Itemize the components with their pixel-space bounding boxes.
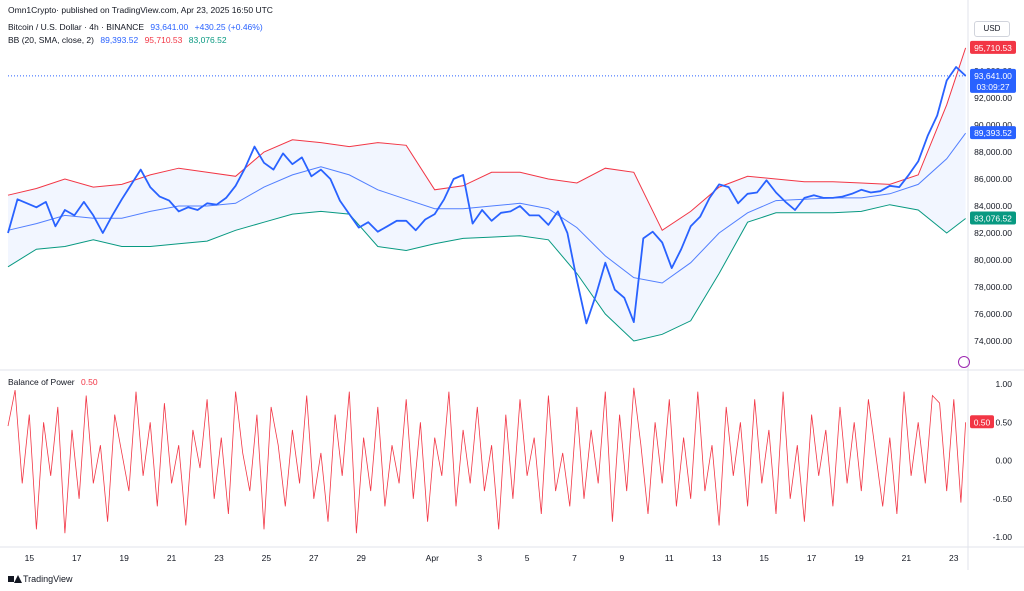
price-change: +430.25 (+0.46%) (194, 22, 263, 32)
bb-legend: BB (20, SMA, close, 2) 89,393.52 95,710.… (8, 35, 231, 45)
time-tick-label: 17 (807, 553, 817, 563)
countdown-tag: 03:09:27 (976, 82, 1009, 92)
upper-price-tag-bg (970, 40, 1016, 54)
price-tick-label: 90,000.00 (974, 120, 1012, 130)
price-tick-label: 86,000.00 (974, 174, 1012, 184)
bb-basis-value: 89,393.52 (100, 35, 139, 45)
time-tick-label: 3 (477, 553, 482, 563)
bb-lower-value: 83,076.52 (188, 35, 227, 45)
last-price-tag-bg (970, 68, 1016, 93)
time-tick-label: 7 (572, 553, 577, 563)
time-tick-label: 19 (119, 553, 129, 563)
time-tick-label: 15 (759, 553, 769, 563)
published-line: Omn1Crypto· published on TradingView.com… (8, 5, 273, 15)
upper-price-tag: 95,710.53 (974, 43, 1012, 53)
lower-price-tag-bg (970, 211, 1016, 225)
basis-price-tag-bg (970, 126, 1016, 140)
bop-tag-bg (970, 415, 994, 429)
time-tick-label: 25 (262, 553, 272, 563)
time-tick-label: 13 (712, 553, 722, 563)
bop-tick-label: -1.00 (993, 532, 1013, 542)
price-tick-label: 80,000.00 (974, 255, 1012, 265)
price-tick-label: 78,000.00 (974, 282, 1012, 292)
series-bb-upper (7, 47, 967, 232)
bb-indicator-label[interactable]: BB (20, SMA, close, 2) (8, 35, 94, 45)
series-bb-basis (7, 132, 967, 284)
time-tick-label: 15 (25, 553, 35, 563)
series-balance-of-power (7, 387, 966, 534)
lower-price-tag: 83,076.52 (974, 213, 1012, 223)
price-tick-label: 84,000.00 (974, 201, 1012, 211)
bop-tick-label: -0.50 (993, 494, 1013, 504)
time-tick-label: 17 (72, 553, 82, 563)
time-tick-label: 27 (309, 553, 319, 563)
brand-label: TradingView (23, 574, 73, 584)
series-bb-lower (7, 204, 966, 342)
time-tick-label: 23 (214, 553, 224, 563)
price-tick-label: 76,000.00 (974, 309, 1012, 319)
time-tick-label: 11 (665, 553, 674, 563)
basis-price-tag: 89,393.52 (974, 128, 1012, 138)
currency-button[interactable]: USD (974, 21, 1010, 37)
price-tick-label: 82,000.00 (974, 228, 1012, 238)
main-legend: Bitcoin / U.S. Dollar · 4h · BINANCE 93,… (8, 22, 267, 32)
bop-indicator-label[interactable]: Balance of Power (8, 377, 75, 387)
symbol-label[interactable]: Bitcoin / U.S. Dollar · 4h · BINANCE (8, 22, 145, 32)
bb-upper-value: 95,710.53 (144, 35, 183, 45)
time-tick-label: 9 (620, 553, 625, 563)
bop-tick-label: 0.50 (995, 417, 1012, 427)
bop-tick-label: 0.00 (995, 456, 1012, 466)
price-tick-label: 88,000.00 (974, 147, 1012, 157)
price-tick-label: 74,000.00 (974, 336, 1012, 346)
tradingview-logo-icon (8, 575, 22, 583)
bop-legend: Balance of Power 0.50 (8, 377, 102, 387)
time-tick-label: 19 (854, 553, 864, 563)
footer-brand: TradingView (8, 574, 73, 584)
price-tick-label: 92,000.00 (974, 93, 1012, 103)
bop-value-tag: 0.50 (974, 417, 991, 427)
crosshair-magnet-icon[interactable] (958, 356, 970, 368)
bb-band-fill (8, 47, 966, 342)
last-price: 93,641.00 (150, 22, 189, 32)
time-tick-label: 5 (525, 553, 530, 563)
time-tick-label: 23 (949, 553, 959, 563)
last-price-tag: 93,641.00 (974, 71, 1012, 81)
time-tick-label: 29 (356, 553, 366, 563)
time-tick-label: 21 (167, 553, 177, 563)
time-tick-label: 21 (902, 553, 912, 563)
bop-tick-label: 1.00 (995, 379, 1012, 389)
time-tick-label: Apr (426, 553, 439, 563)
series-btc-price (7, 66, 967, 325)
bop-value: 0.50 (81, 377, 98, 387)
